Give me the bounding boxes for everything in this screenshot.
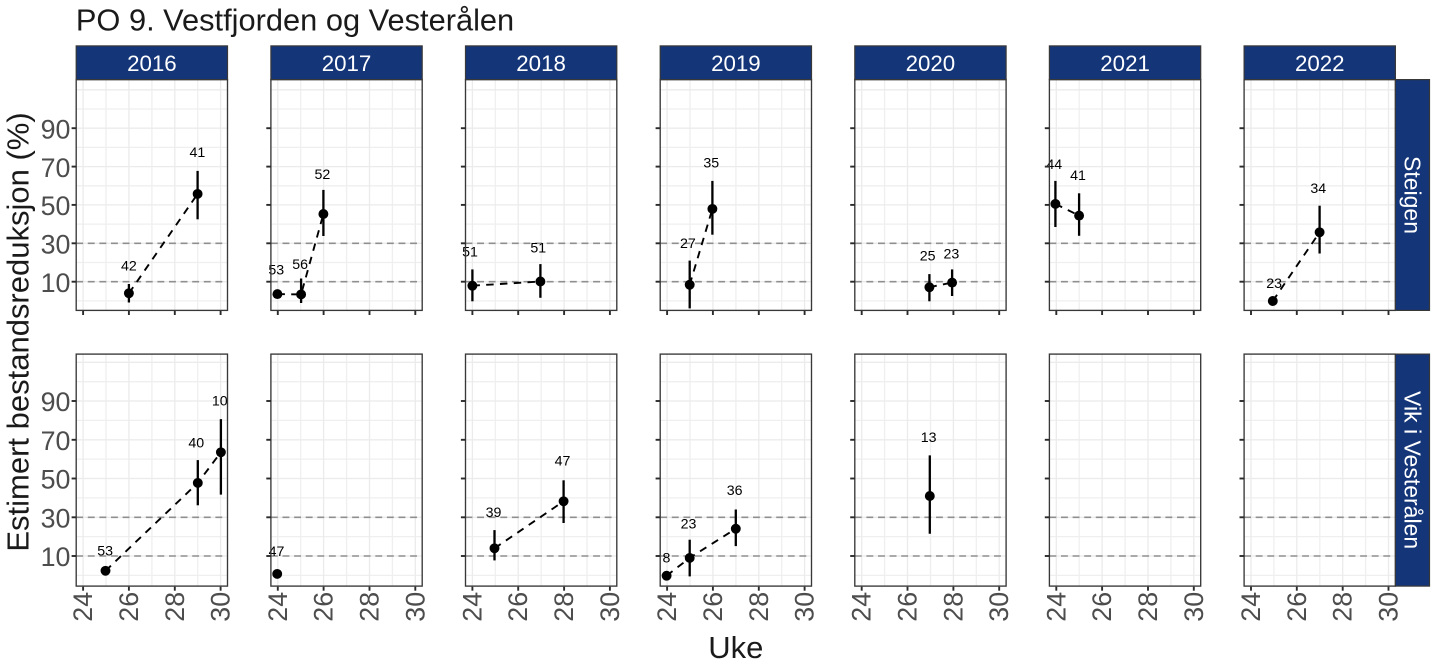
svg-text:56: 56: [292, 257, 308, 273]
svg-text:70: 70: [41, 426, 71, 456]
svg-text:10: 10: [41, 542, 71, 572]
svg-text:24: 24: [847, 592, 877, 622]
svg-text:24: 24: [1236, 592, 1266, 622]
svg-text:2020: 2020: [906, 51, 956, 76]
svg-text:2022: 2022: [1295, 51, 1345, 76]
svg-text:Uke: Uke: [708, 630, 763, 663]
svg-text:24: 24: [652, 592, 682, 622]
svg-text:44: 44: [1046, 157, 1062, 173]
svg-text:28: 28: [1328, 592, 1358, 622]
svg-text:28: 28: [938, 592, 968, 622]
svg-text:26: 26: [893, 592, 923, 622]
svg-text:24: 24: [68, 592, 98, 622]
svg-text:30: 30: [984, 592, 1014, 622]
svg-text:30: 30: [1374, 592, 1404, 622]
svg-text:50: 50: [41, 465, 71, 495]
svg-text:28: 28: [1133, 592, 1163, 622]
svg-text:30: 30: [790, 592, 820, 622]
svg-text:2019: 2019: [711, 51, 761, 76]
svg-text:47: 47: [269, 544, 285, 560]
svg-text:24: 24: [457, 592, 487, 622]
svg-text:35: 35: [703, 155, 719, 171]
svg-text:28: 28: [355, 592, 385, 622]
svg-text:41: 41: [190, 145, 206, 161]
svg-text:42: 42: [121, 259, 137, 275]
svg-text:28: 28: [549, 592, 579, 622]
svg-text:Estimert bestandsreduksjon (%): Estimert bestandsreduksjon (%): [0, 112, 35, 551]
svg-text:23: 23: [1266, 276, 1282, 292]
svg-text:90: 90: [41, 114, 71, 144]
svg-text:2021: 2021: [1100, 51, 1150, 76]
svg-text:27: 27: [680, 236, 696, 252]
svg-text:30: 30: [400, 592, 430, 622]
svg-text:30: 30: [595, 592, 625, 622]
svg-text:28: 28: [744, 592, 774, 622]
svg-text:PO 9. Vestfjorden og Vesteråle: PO 9. Vestfjorden og Vesterålen: [76, 2, 514, 37]
svg-text:40: 40: [188, 436, 204, 452]
svg-text:53: 53: [268, 263, 284, 279]
svg-text:47: 47: [555, 454, 571, 470]
svg-text:2017: 2017: [322, 51, 372, 76]
svg-text:51: 51: [462, 245, 478, 261]
svg-text:26: 26: [309, 592, 339, 622]
svg-text:13: 13: [921, 430, 937, 446]
svg-text:51: 51: [530, 241, 546, 257]
svg-text:28: 28: [160, 592, 190, 622]
svg-text:10: 10: [41, 268, 71, 298]
svg-text:39: 39: [486, 505, 502, 521]
svg-text:Steigen: Steigen: [1400, 156, 1426, 234]
svg-text:34: 34: [1310, 181, 1326, 197]
svg-text:30: 30: [41, 230, 71, 260]
svg-text:26: 26: [1282, 592, 1312, 622]
svg-text:50: 50: [41, 191, 71, 221]
svg-text:25: 25: [920, 249, 936, 265]
svg-text:41: 41: [1070, 168, 1086, 184]
svg-text:24: 24: [1041, 592, 1071, 622]
svg-text:Vik i Vesterålen: Vik i Vesterålen: [1400, 391, 1426, 549]
svg-text:23: 23: [681, 516, 697, 532]
svg-text:23: 23: [944, 246, 960, 262]
svg-text:26: 26: [698, 592, 728, 622]
svg-text:70: 70: [41, 153, 71, 183]
svg-text:30: 30: [41, 504, 71, 534]
svg-text:26: 26: [503, 592, 533, 622]
svg-text:30: 30: [1179, 592, 1209, 622]
svg-text:90: 90: [41, 387, 71, 417]
svg-text:8: 8: [663, 550, 671, 566]
svg-text:10: 10: [212, 394, 228, 410]
svg-text:2016: 2016: [127, 51, 177, 76]
svg-text:52: 52: [315, 167, 331, 183]
svg-text:26: 26: [1087, 592, 1117, 622]
svg-text:30: 30: [206, 592, 236, 622]
svg-text:53: 53: [97, 543, 113, 559]
svg-text:24: 24: [263, 592, 293, 622]
svg-text:2018: 2018: [516, 51, 566, 76]
svg-text:26: 26: [114, 592, 144, 622]
svg-text:36: 36: [727, 483, 743, 499]
